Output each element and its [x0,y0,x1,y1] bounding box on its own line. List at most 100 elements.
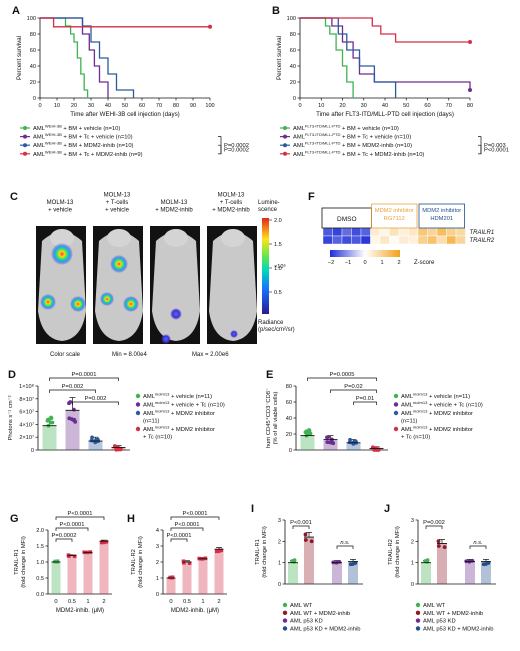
legend-label: AML p53 KD [290,619,323,625]
x-axis-label: MDM2-inhib. (μM) [171,608,219,614]
legend-label: AMLmolm13 + vehicle (n=11) [143,392,212,401]
y-tick-label: 0.5 [36,576,44,582]
survival-curve-green [40,17,89,98]
data-point [90,435,94,440]
y-tick-label: 60 [290,48,296,54]
bar [214,549,224,594]
y-tick-label: 60 [30,48,36,54]
panel-a: A 0 20 40 60 80 100 0 10 20 30 40 50 60 70 80 90 100 Perce… [12,5,249,158]
panel-b: B 0 20 40 60 80 100 0 10 20 30 40 50 60 70 80 Percent su… [272,5,509,158]
heatmap-row-label: TRAILR2 [470,238,495,244]
heatmap-cell [417,235,428,245]
significance-bracket [292,525,310,529]
data-point [351,562,355,566]
legend-marker [23,126,27,130]
x-tick-label: 70 [446,103,452,109]
censor-mark [468,40,472,44]
y-tick-label: 1 [156,576,159,582]
data-point [337,560,342,564]
p-value: P<0.0001 [484,148,509,154]
heatmap-cell [322,235,333,245]
legend-marker [415,602,421,608]
y-tick-label: 4×10⁷ [19,421,34,428]
heatmap-cell [417,227,428,237]
x-tick-label: 80 [173,103,179,109]
x-tick-label: 0.5 [68,599,76,605]
significance-bracket [218,144,222,155]
x-tick-label: 50 [122,103,128,109]
data-point [442,545,447,550]
legend-marker [282,626,288,631]
legend-label: + Tc (n=10) [143,435,172,441]
y-axis-label: TRAIL-R2 [388,539,394,565]
legend-label: AMLFLT3-ITD/MLL-PTD + BM + MDM2-inhib (n… [293,141,412,150]
heatmap-cell [389,227,400,237]
legend-label: AMLmolm13 + MDM2 inhibitor [401,409,473,418]
data-point [72,554,77,559]
panel-h: H 0 1 2 3 4 TRAIL-R2 (fold change in MFI) 0 0.5 1 2… [127,511,227,614]
mouse-label: + MDM2-inhib [155,208,193,214]
group-box-rg7112 [371,203,418,229]
legend-label: (n=11) [143,419,160,425]
survival-curve-purple [300,17,471,90]
significance-bracket [55,527,89,531]
y-tick-label: 1 [278,561,281,567]
data-point [168,575,173,580]
mouse-head [221,229,245,247]
luminescence-signal [170,308,182,320]
p-value: P=0.002 [62,384,84,390]
mouse-label: + vehicle [48,208,73,214]
data-point [170,575,175,580]
data-point [53,559,58,564]
panel-f: F TRAILR1 TRAILR2 DMSO MDM2 inhibitor RG7112 M… [308,191,495,266]
heatmap-cell [351,227,362,237]
group-label: MDM2 inhibitor [375,208,414,214]
x-tick-label: 20 [71,103,77,109]
color-scale-max: Max = 2.00e6 [192,352,229,358]
significance-bracket [330,389,377,393]
data-point [71,407,76,412]
panel-j: J 0 1 2 3 TRAIL-R2 (fold change in MFI) P=0.002… [384,503,496,632]
luminescence-signal [230,330,238,338]
x-tick-label: 0.5 [183,599,191,605]
bar [67,555,77,594]
group-box-hdm201 [418,203,465,229]
legend-marker [415,618,421,623]
group-label: RG7112 [384,216,405,222]
y-tick-label: 0 [289,448,292,454]
y-axis-label: TRAIL-R2 [131,549,137,575]
legend-marker [135,402,141,407]
x-tick-label: 2 [217,599,220,605]
heatmap-cell [332,235,343,245]
x-tick-label: 0 [38,103,41,109]
data-point [217,549,221,553]
y-tick-label: 1×10⁸ [19,383,35,390]
heatmap-cell [398,227,409,237]
data-point [99,540,104,545]
x-tick-label: 2 [102,599,105,605]
legend-marker [23,134,27,139]
legend-label: AMLmolm13 + MDM2 inhibitor [143,425,215,434]
data-point [423,559,428,563]
y-tick-label: 20 [30,80,36,86]
legend-marker [393,393,399,399]
data-point [308,431,313,436]
heatmap-cell [379,227,390,237]
y-tick-label: 2.0 [36,528,44,534]
legend-marker [415,626,421,631]
data-point [219,548,224,553]
zscore-label: Z-score [414,260,435,266]
y-tick-label: 0 [33,96,36,102]
x-axis-label: Time after WEHI-3B cell injection (days) [70,111,179,118]
panel-e: E 0 20 40 60 80 hum CD45⁺CD3⁻CD8⁻ (% of all via… [265,369,483,454]
legend-label: AMLFLT3-ITD/MLL-PTD + BM + Tc + MDM2-inh… [293,149,424,158]
legend-marker [393,402,399,407]
panel-letter: D [8,369,16,381]
y-tick-label: 2 [411,539,414,545]
significance-bracket [425,525,443,529]
heatmap-cell [455,227,466,237]
p-value: n.s. [473,540,482,546]
y-tick-label: 2 [278,539,281,545]
data-point [484,562,488,566]
luminescence-signal [70,296,86,312]
